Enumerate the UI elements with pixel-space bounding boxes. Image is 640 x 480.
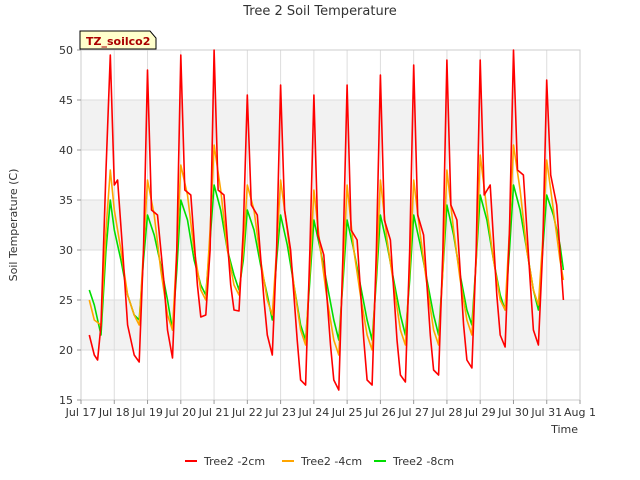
y-tick-label: 30 bbox=[59, 244, 73, 257]
y-tick-label: 40 bbox=[59, 144, 73, 157]
x-tick-label: Jul 30 bbox=[497, 406, 529, 419]
x-tick-label: Jul 23 bbox=[264, 406, 296, 419]
x-tick-label: Jul 18 bbox=[98, 406, 130, 419]
y-axis-label: Soil Temperature (C) bbox=[7, 169, 20, 282]
annotation-box: TZ_soilco2 bbox=[79, 30, 157, 50]
x-tick-label: Jul 17 bbox=[65, 406, 97, 419]
x-tick-label: Jul 25 bbox=[331, 406, 363, 419]
y-tick-label: 50 bbox=[59, 44, 73, 57]
alternating-bands bbox=[81, 100, 580, 350]
x-tick-label: Jul 22 bbox=[231, 406, 263, 419]
plot-area-frame bbox=[80, 49, 581, 401]
x-tick-label: Jul 19 bbox=[131, 406, 163, 419]
x-axis-label: Time bbox=[550, 423, 578, 436]
chart-title: Tree 2 Soil Temperature bbox=[242, 4, 397, 19]
x-tick-label: Jul 24 bbox=[297, 406, 329, 419]
band-1 bbox=[81, 200, 580, 250]
y-tick-label: 25 bbox=[59, 294, 73, 307]
y-tick-label: 45 bbox=[59, 94, 73, 107]
x-tick-label: Jul 20 bbox=[164, 406, 196, 419]
y-tick-label: 35 bbox=[59, 194, 73, 207]
x-tick-label: Aug 1 bbox=[564, 406, 596, 419]
x-tick-label: Jul 27 bbox=[397, 406, 429, 419]
legend-label: Tree2 -4cm bbox=[300, 455, 362, 468]
y-tick-label: 15 bbox=[59, 394, 73, 407]
series-lines bbox=[88, 49, 565, 391]
legend: Tree2 -2cm Tree2 -4cm Tree2 -8cm bbox=[185, 455, 454, 468]
y-tick-label: 20 bbox=[59, 344, 73, 357]
legend-label: Tree2 -8cm bbox=[392, 455, 454, 468]
legend-label: Tree2 -2cm bbox=[203, 455, 265, 468]
x-tick-label: Jul 21 bbox=[198, 406, 230, 419]
series-line-tree2-2cm bbox=[88, 49, 565, 391]
annotation-label: TZ_soilco2 bbox=[86, 35, 150, 48]
x-tick-label: Jul 31 bbox=[530, 406, 562, 419]
x-tick-label: Jul 28 bbox=[431, 406, 463, 419]
band-2 bbox=[81, 100, 580, 150]
y-axis-ticks: 15 20 25 30 35 40 45 50 bbox=[59, 44, 81, 407]
x-tick-label: Jul 26 bbox=[364, 406, 396, 419]
x-tick-label: Jul 29 bbox=[464, 406, 496, 419]
x-axis-ticks: Jul 17 Jul 18 Jul 19 Jul 20 Jul 21 Jul 22 Jul … bbox=[65, 400, 596, 419]
series-line-tree2-8cm bbox=[88, 184, 565, 341]
